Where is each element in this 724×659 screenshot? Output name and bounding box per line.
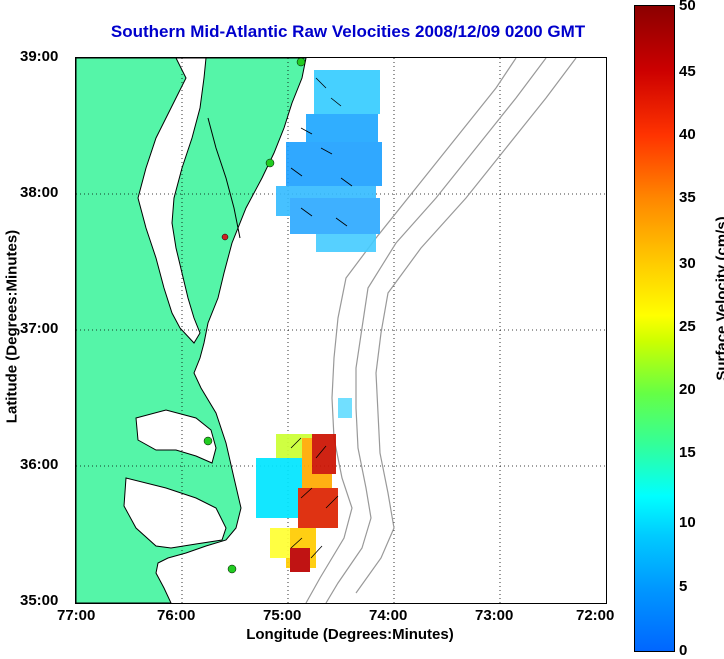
- station-marker: [203, 436, 213, 446]
- x-tick-label: 73:00: [475, 607, 514, 624]
- map-title: Southern Mid-Atlantic Raw Velocities 200…: [110, 22, 586, 41]
- station-marker: [265, 158, 275, 168]
- colorbar-tick: 15: [679, 444, 696, 461]
- x-tick-label: 75:00: [263, 607, 302, 624]
- current-vectors: [290, 77, 353, 559]
- northern-velocity-field: [276, 70, 382, 252]
- bathymetry-contours: [305, 58, 577, 603]
- chesapeake-bay: [137, 58, 207, 344]
- delmarva-east-shore: [207, 117, 241, 239]
- station-marker: [221, 233, 229, 241]
- x-tick-label: 74:00: [369, 607, 408, 624]
- southern-velocity-field: [256, 398, 352, 572]
- y-axis-label: Latitude (Degrees:Minutes): [3, 229, 21, 424]
- map-plot-area[interactable]: [75, 57, 607, 604]
- station-marker: [227, 564, 237, 574]
- x-axis-label: Longitude (Degrees:Minutes): [246, 626, 454, 643]
- colorbar-tick: 40: [679, 126, 696, 143]
- hf-radar-stations: [203, 58, 306, 574]
- colorbar-tick: 25: [679, 318, 696, 335]
- colorbar: [634, 5, 675, 652]
- colorbar-tick: 35: [679, 189, 696, 206]
- y-tick-label: 38:00: [20, 184, 59, 201]
- colorbar-tick: 30: [679, 255, 696, 272]
- colorbar-label: Surface Velocity (cm/s): [713, 216, 724, 381]
- colorbar-tick: 45: [679, 63, 696, 80]
- map-svg: [76, 58, 606, 603]
- colorbar-tick: 20: [679, 381, 696, 398]
- colorbar-tick: 0: [679, 642, 688, 659]
- colorbar-tick: 10: [679, 514, 696, 531]
- station-marker: [296, 58, 306, 67]
- x-tick-label: 72:00: [576, 607, 615, 624]
- y-tick-label: 37:00: [20, 320, 59, 337]
- colorbar-tick: 50: [679, 0, 696, 14]
- y-tick-label: 39:00: [20, 48, 59, 65]
- y-tick-label: 35:00: [20, 592, 59, 609]
- colorbar-tick: 5: [679, 578, 688, 595]
- x-tick-label: 77:00: [57, 607, 96, 624]
- albemarle-sound: [135, 409, 217, 464]
- y-tick-label: 36:00: [20, 456, 59, 473]
- pamlico-sound: [123, 477, 227, 549]
- x-tick-label: 76:00: [157, 607, 196, 624]
